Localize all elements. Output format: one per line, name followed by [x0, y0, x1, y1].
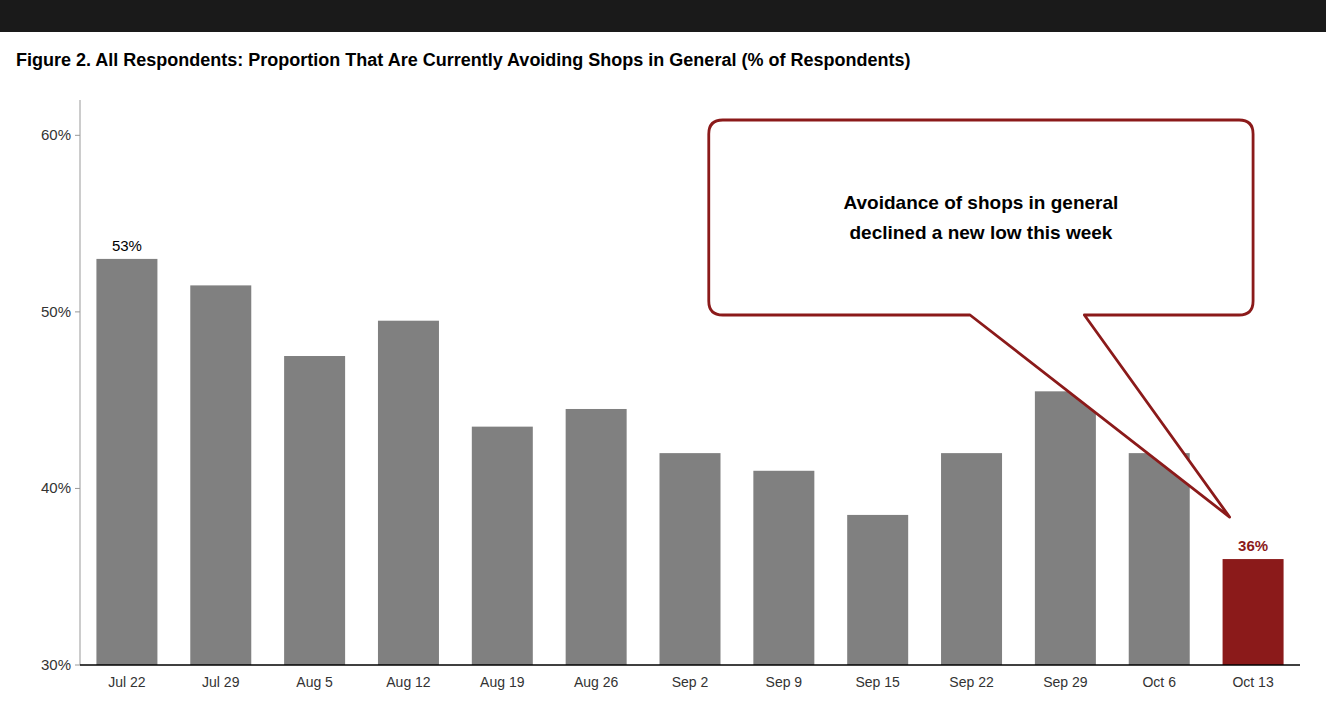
y-axis-line	[80, 100, 81, 665]
x-tick-label: Aug 5	[296, 674, 333, 690]
annotation-bubble	[709, 120, 1253, 517]
data-label: 36%	[1238, 537, 1268, 554]
x-tick-label: Sep 9	[766, 674, 803, 690]
x-tick-label: Aug 26	[574, 674, 619, 690]
y-tick-label: 40%	[41, 479, 71, 496]
bar	[1223, 559, 1284, 665]
x-tick-label: Oct 6	[1142, 674, 1176, 690]
header-band	[0, 0, 1326, 32]
bar	[753, 471, 814, 665]
y-tick-label: 60%	[41, 126, 71, 143]
x-tick-label: Oct 13	[1232, 674, 1273, 690]
bars	[96, 259, 1283, 665]
bar	[847, 515, 908, 665]
x-tick-label: Jul 29	[202, 674, 240, 690]
x-tick-label: Sep 22	[949, 674, 994, 690]
data-label: 53%	[112, 237, 142, 254]
x-tick-label: Jul 22	[108, 674, 146, 690]
bar	[284, 356, 345, 665]
x-tick-label: Aug 19	[480, 674, 525, 690]
annotation: Avoidance of shops in generaldeclined a …	[843, 192, 1118, 243]
bar	[472, 427, 533, 665]
x-tick-label: Sep 2	[672, 674, 709, 690]
y-tick	[75, 135, 80, 136]
y-tick	[75, 665, 80, 666]
y-tick-label: 30%	[41, 656, 71, 673]
chart: Figure 2. All Respondents: Proportion Th…	[0, 0, 1326, 728]
y-tick-label: 50%	[41, 303, 71, 320]
title: Figure 2. All Respondents: Proportion Th…	[16, 50, 910, 70]
bar	[941, 453, 1002, 665]
y-tick	[75, 311, 80, 312]
bar	[1129, 453, 1190, 665]
bar	[566, 409, 627, 665]
x-tick-label: Sep 15	[856, 674, 901, 690]
x-axis-line	[80, 664, 1300, 666]
bar	[1035, 391, 1096, 665]
x-tick-label: Sep 29	[1043, 674, 1088, 690]
bar	[660, 453, 721, 665]
x-tick-label: Aug 12	[386, 674, 431, 690]
y-tick	[75, 488, 80, 489]
bar	[378, 321, 439, 665]
bar	[190, 285, 251, 665]
bar	[96, 259, 157, 665]
